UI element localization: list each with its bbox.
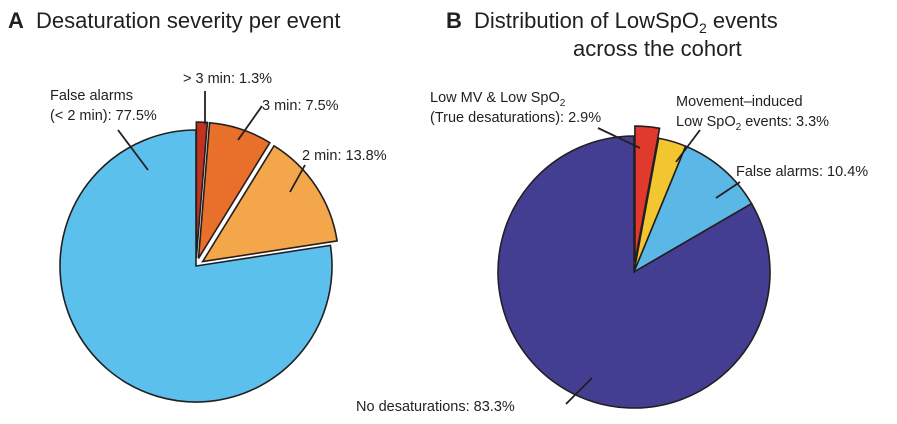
leader-b-true-desat [597, 127, 641, 149]
label-b-movement-pre: Low SpO [676, 114, 736, 130]
panel-b-title-main: Distribution of LowSpO [474, 8, 699, 33]
leader-a-false-alarms [117, 129, 149, 171]
leader-b-no-desat [565, 377, 593, 405]
panel-b-title-end: events [707, 8, 778, 33]
panel-a-title: Desaturation severity per event [36, 8, 341, 33]
label-b-true-desat-line1: Low MV & Low SpO2 [430, 90, 566, 109]
panel-a-letter: A [8, 8, 24, 33]
pie-a-slice-1 [201, 144, 339, 263]
pie-b-slice-0 [634, 125, 661, 263]
label-b-movement-post: events: 3.3% [741, 114, 829, 130]
leader-a-3min [237, 105, 263, 141]
pie-a-slice-0 [59, 129, 333, 403]
label-b-true-desat-main: Low MV & Low SpO [430, 90, 560, 106]
label-b-true-desat-line2: (True desaturations): 2.9% [430, 110, 601, 126]
pie-b-slice-3 [497, 135, 771, 409]
pie-a-slice-2 [197, 121, 271, 259]
panel-b-title-sub: 2 [699, 20, 707, 36]
pie-a [59, 121, 339, 403]
label-b-movement-line2: Low SpO2 events: 3.3% [676, 114, 829, 133]
panel-b-title-line2: across the cohort [573, 36, 742, 61]
leader-b-false-alarms [715, 181, 741, 199]
label-a-2min: 2 min: 13.8% [302, 148, 387, 164]
label-b-no-desat: No desaturations: 83.3% [356, 399, 515, 415]
pie-a-slice-3 [195, 121, 209, 259]
pie-b-slice-2 [632, 145, 753, 274]
label-a-false-alarms-line2: (< 2 min): 77.5% [50, 108, 157, 124]
panel-b-letter: B [446, 8, 462, 33]
label-b-movement-sub: 2 [736, 122, 742, 133]
label-a-false-alarms-line1: False alarms [50, 88, 133, 104]
label-a-3min: 3 min: 7.5% [262, 98, 339, 114]
label-b-movement-line1: Movement–induced [676, 94, 803, 110]
panel-b-title-line1: Distribution of LowSpO2 events [474, 8, 778, 36]
label-b-false-alarms: False alarms: 10.4% [736, 164, 868, 180]
label-b-true-desat-sub: 2 [560, 98, 566, 109]
label-a-gt3min: > 3 min: 1.3% [183, 71, 272, 87]
leader-b-movement [675, 129, 701, 163]
leader-a-2min [289, 164, 306, 193]
pie-b [497, 125, 771, 409]
